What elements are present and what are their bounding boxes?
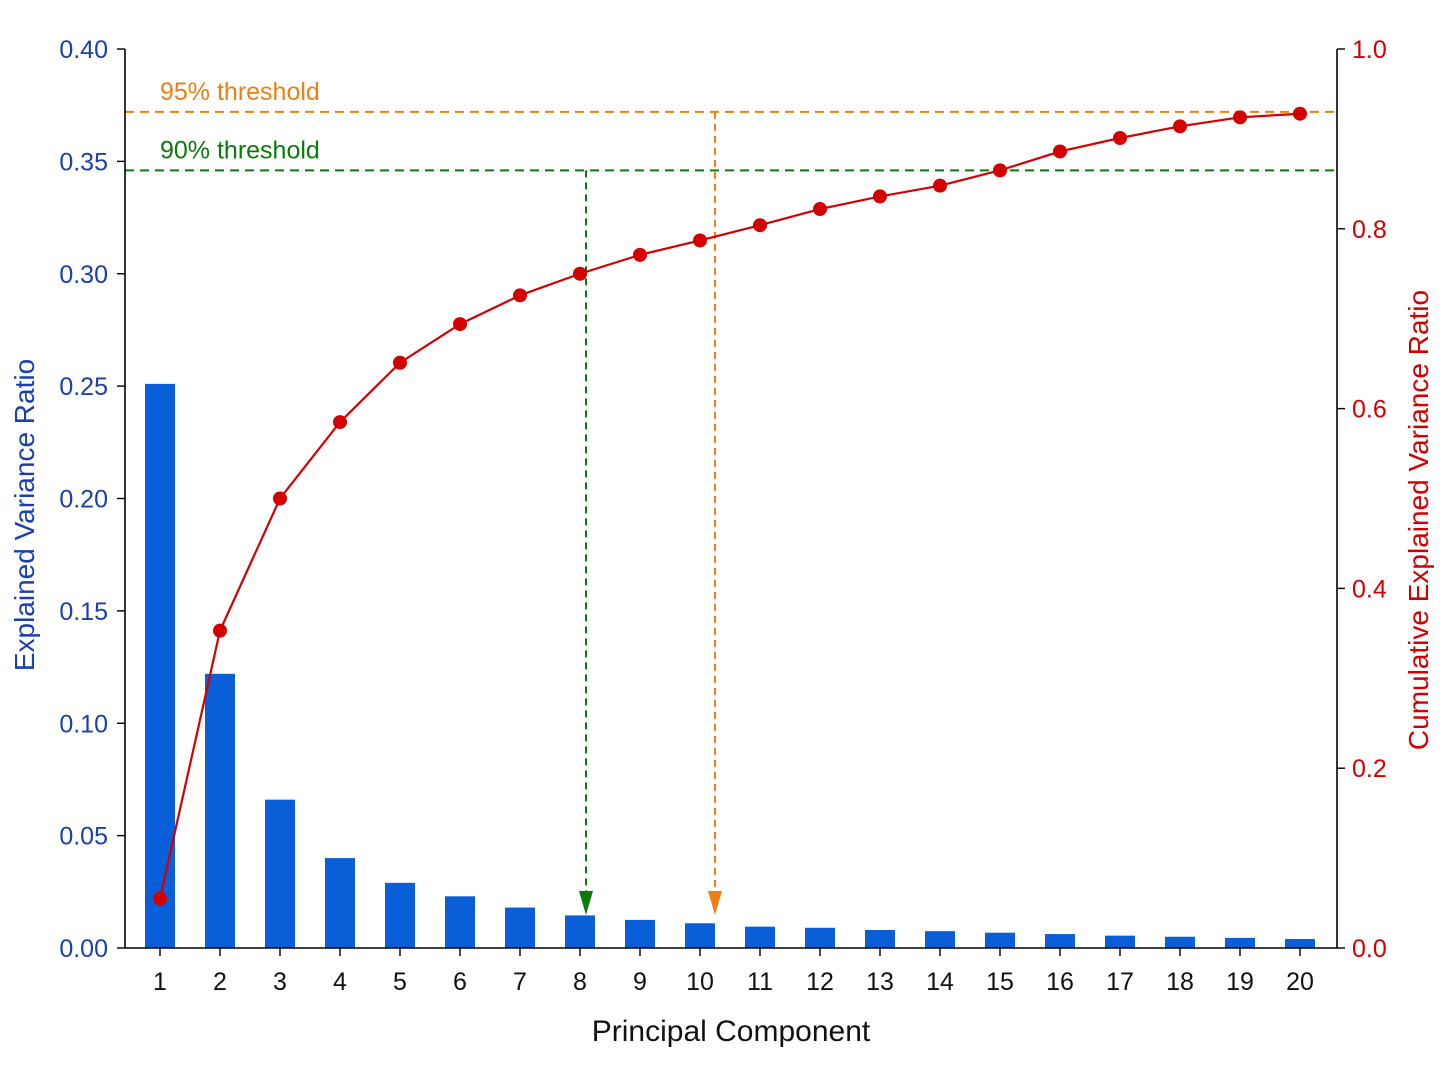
left-axis-title: Explained Variance Ratio — [9, 359, 40, 671]
right-tick-label-0.8: 0.8 — [1352, 216, 1387, 244]
left-tick-label-0.30: 0.30 — [59, 261, 108, 289]
cumulative-point-2 — [213, 623, 227, 638]
cumulative-point-13 — [873, 189, 887, 204]
x-tick-label-3: 3 — [273, 968, 287, 996]
cumulative-point-4 — [333, 415, 347, 430]
bar-17 — [1105, 935, 1135, 948]
threshold-arrowhead-90 — [579, 891, 593, 915]
x-tick-label-8: 8 — [573, 968, 587, 996]
cumulative-point-20 — [1293, 106, 1307, 121]
cumulative-line — [158, 112, 1301, 899]
x-tick-label-12: 12 — [806, 968, 834, 996]
cumulative-point-17 — [1113, 131, 1127, 146]
bar-6 — [445, 896, 475, 948]
cumulative-point-1 — [153, 891, 167, 906]
bar-3 — [265, 799, 295, 948]
x-tick-label-14: 14 — [926, 968, 954, 996]
bar-7 — [505, 907, 535, 948]
x-tick-label-4: 4 — [333, 968, 347, 996]
x-tick-label-19: 19 — [1226, 968, 1254, 996]
bar-1 — [145, 383, 175, 948]
threshold-lines: 95% threshold 90% threshold — [125, 78, 1337, 915]
cumulative-point-18 — [1173, 119, 1187, 134]
cumulative-point-6 — [453, 317, 467, 332]
left-tick-label-0.20: 0.20 — [59, 486, 108, 514]
cumulative-point-10 — [693, 233, 707, 248]
bar-9 — [625, 919, 655, 948]
left-tick-label-0.05: 0.05 — [59, 823, 108, 851]
bar-2 — [205, 673, 235, 948]
left-tick-label-0.15: 0.15 — [59, 598, 108, 626]
x-tick-label-20: 20 — [1286, 968, 1314, 996]
x-tick-label-13: 13 — [866, 968, 894, 996]
x-tick-label-5: 5 — [393, 968, 407, 996]
cumulative-point-8 — [573, 266, 587, 281]
bar-13 — [865, 930, 895, 948]
right-tick-label-0.6: 0.6 — [1352, 396, 1387, 424]
x-tick-label-16: 16 — [1046, 968, 1074, 996]
bar-20 — [1285, 939, 1315, 948]
right-tick-label-0.0: 0.0 — [1352, 935, 1387, 963]
cumulative-point-14 — [933, 178, 947, 193]
right-tick-label-0.2: 0.2 — [1352, 755, 1387, 783]
x-tick-label-10: 10 — [686, 968, 714, 996]
x-tick-label-17: 17 — [1106, 968, 1134, 996]
bar-15 — [985, 932, 1015, 948]
threshold-label-90: 90% threshold — [160, 136, 320, 164]
x-axis-title: Principal Component — [592, 1015, 871, 1048]
axes: 0.000.050.100.150.200.250.300.350.400.00… — [59, 36, 1387, 996]
x-tick-label-9: 9 — [633, 968, 647, 996]
x-tick-label-7: 7 — [513, 968, 527, 996]
left-tick-label-0.35: 0.35 — [59, 148, 108, 176]
cumulative-point-15 — [993, 163, 1007, 178]
cumulative-point-7 — [513, 288, 527, 303]
x-tick-label-18: 18 — [1166, 968, 1194, 996]
left-tick-label-0.00: 0.00 — [59, 935, 108, 963]
right-axis-title: Cumulative Explained Variance Ratio — [1403, 290, 1434, 750]
bar-11 — [745, 926, 775, 948]
axis-labels: Principal Component Explained Variance Ra… — [9, 290, 1434, 1048]
x-tick-label-2: 2 — [213, 968, 227, 996]
cumulative-point-12 — [813, 202, 827, 217]
x-tick-label-1: 1 — [153, 968, 167, 996]
threshold-label-95: 95% threshold — [160, 78, 320, 106]
cumulative-point-11 — [753, 218, 767, 233]
bar-4 — [325, 858, 355, 948]
cumulative-point-9 — [633, 247, 647, 262]
bar-5 — [385, 882, 415, 948]
bar-8 — [565, 915, 595, 948]
bar-series — [145, 383, 1315, 948]
right-tick-label-1.0: 1.0 — [1352, 36, 1387, 64]
bar-14 — [925, 931, 955, 948]
left-tick-label-0.40: 0.40 — [59, 36, 108, 64]
bar-16 — [1045, 934, 1075, 948]
bar-10 — [685, 923, 715, 948]
x-tick-label-11: 11 — [747, 968, 773, 996]
left-tick-label-0.10: 0.10 — [59, 710, 108, 738]
threshold-arrowhead-95 — [708, 891, 722, 915]
cumulative-point-19 — [1233, 110, 1247, 125]
bar-12 — [805, 927, 835, 948]
x-tick-label-6: 6 — [453, 968, 467, 996]
cumulative-line-series — [153, 106, 1307, 906]
cumulative-point-5 — [393, 355, 407, 370]
cumulative-point-3 — [273, 491, 287, 506]
bar-19 — [1225, 937, 1255, 948]
right-tick-label-0.4: 0.4 — [1352, 575, 1387, 603]
left-tick-label-0.25: 0.25 — [59, 373, 108, 401]
bar-18 — [1165, 936, 1195, 948]
x-tick-label-15: 15 — [986, 968, 1014, 996]
cumulative-point-16 — [1053, 144, 1067, 159]
